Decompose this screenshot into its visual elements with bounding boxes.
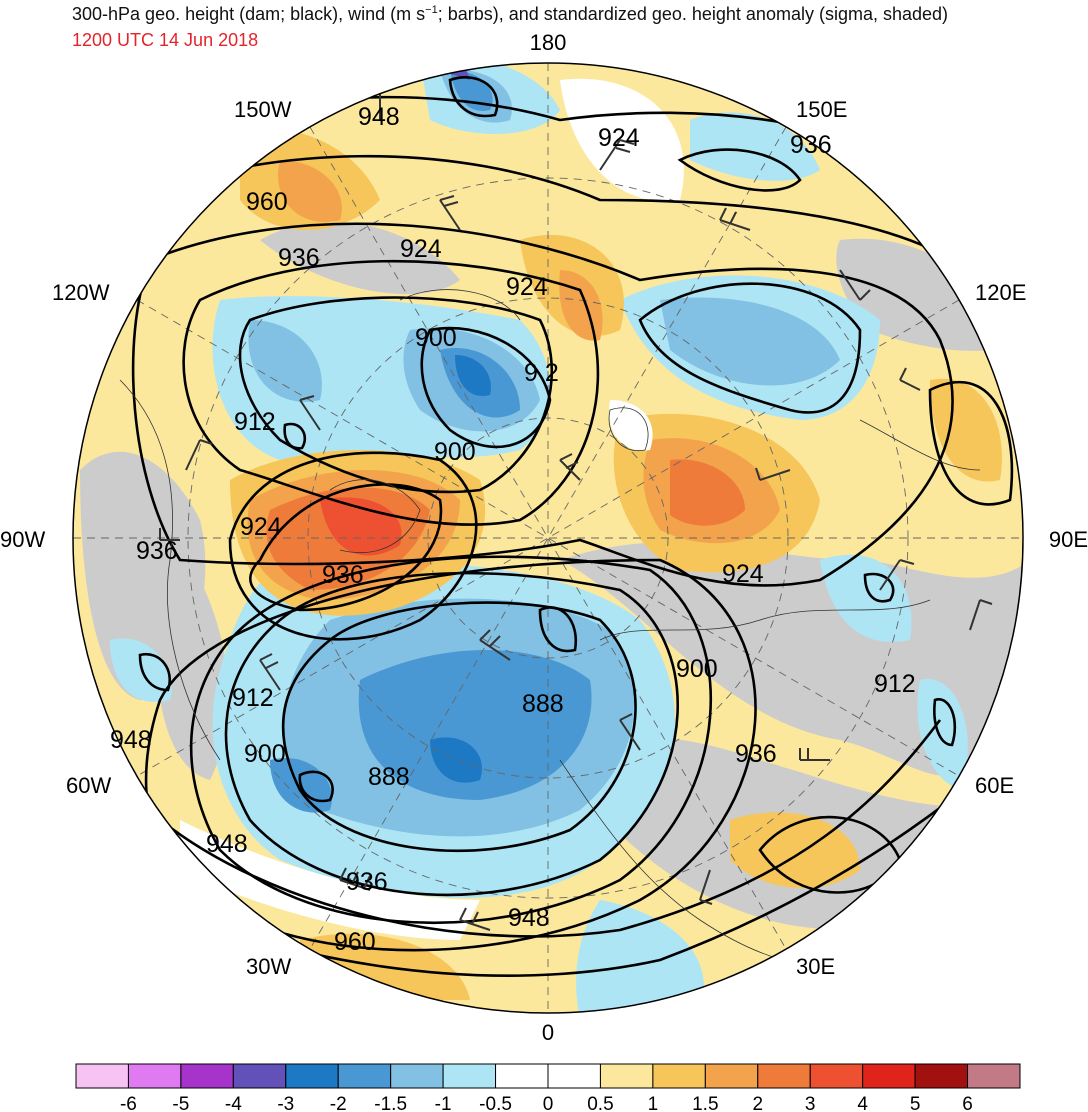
colorbar-box bbox=[337, 1063, 392, 1089]
colorbar-box bbox=[862, 1063, 916, 1089]
colorbar-box bbox=[442, 1063, 497, 1089]
lon-label-60w: 60W bbox=[66, 773, 111, 798]
colorbar-box bbox=[285, 1063, 339, 1089]
colorbar-tick-label: -1 bbox=[435, 1094, 452, 1112]
longitude-labels: 180 0 90W 90E 150W 150E 120W 120E 60W 60… bbox=[0, 30, 1088, 1045]
lon-label-90w: 90W bbox=[0, 527, 45, 552]
contour-label: 948 bbox=[206, 830, 248, 858]
title-exponent: −1 bbox=[425, 4, 438, 16]
contour-label: 900 bbox=[676, 655, 718, 683]
colorbar-box bbox=[547, 1063, 601, 1089]
contour-label: 960 bbox=[334, 928, 376, 956]
contour-label: 888 bbox=[522, 690, 564, 718]
colorbar-tick-label: 3 bbox=[805, 1094, 816, 1112]
colorbar-box bbox=[757, 1063, 811, 1089]
contour-label: 9 2 bbox=[524, 359, 559, 387]
map-boundary bbox=[72, 62, 1024, 1014]
colorbar-box bbox=[967, 1063, 1021, 1089]
coastlines bbox=[119, 289, 981, 969]
colorbar-box bbox=[495, 1063, 549, 1089]
lon-label-30e: 30E bbox=[796, 954, 835, 979]
contour-label: 960 bbox=[246, 188, 288, 216]
contour-label: 924 bbox=[598, 124, 640, 152]
colorbar-box bbox=[704, 1063, 759, 1089]
colorbar-tick-label: -2 bbox=[330, 1094, 347, 1112]
colorbar bbox=[75, 1063, 1021, 1089]
title-suffix: ; barbs), and standardized geo. height a… bbox=[437, 4, 949, 24]
contour-label: 900 bbox=[415, 324, 457, 352]
chart-title: 300-hPa geo. height (dam; black), wind (… bbox=[72, 4, 948, 25]
colorbar-tick-label: 5 bbox=[910, 1094, 921, 1112]
colorbar-tick-label: -5 bbox=[172, 1094, 189, 1112]
colorbar-box bbox=[652, 1063, 706, 1089]
colorbar-box bbox=[75, 1063, 129, 1089]
contour-label: 900 bbox=[434, 438, 476, 466]
valid-time: 1200 UTC 14 Jun 2018 bbox=[72, 30, 259, 50]
contour-label: 936 bbox=[346, 868, 388, 896]
colorbar-tick-label: -1.5 bbox=[374, 1094, 407, 1112]
colorbar-tick-label: 6 bbox=[962, 1094, 973, 1112]
colorbar-tick-label: -0.5 bbox=[479, 1094, 512, 1112]
title-prefix: 300-hPa geo. height (dam; black), wind (… bbox=[72, 4, 426, 24]
contour-label: 912 bbox=[874, 670, 916, 698]
contour-label: 936 bbox=[790, 131, 832, 159]
contour-label: 948 bbox=[358, 103, 400, 131]
contour-label: 888 bbox=[368, 763, 410, 791]
colorbar-box bbox=[180, 1063, 234, 1089]
contour-label: 900 bbox=[244, 740, 286, 768]
graticule bbox=[73, 63, 1023, 1013]
negative-anomaly-max bbox=[430, 355, 491, 783]
lon-label-150w: 150W bbox=[234, 97, 292, 122]
lon-label-0: 0 bbox=[542, 1020, 554, 1045]
contour-label: 924 bbox=[400, 235, 442, 263]
contour-label: 936 bbox=[278, 244, 320, 272]
colorbar-box bbox=[599, 1063, 654, 1089]
lon-label-150e: 150E bbox=[796, 97, 847, 122]
contour-label: 912 bbox=[234, 408, 276, 436]
colorbar-box bbox=[914, 1063, 969, 1089]
lon-label-60e: 60E bbox=[975, 773, 1014, 798]
contour-label: 912 bbox=[232, 684, 274, 712]
colorbar-tick-label: -3 bbox=[277, 1094, 294, 1112]
colorbar-tick-label: 1.5 bbox=[692, 1094, 718, 1112]
contour-label: 924 bbox=[722, 560, 764, 588]
contour-label: 936 bbox=[322, 561, 364, 589]
lon-label-30w: 30W bbox=[246, 954, 291, 979]
colorbar-tick-label: 0 bbox=[543, 1094, 554, 1112]
contour-label: 948 bbox=[110, 726, 152, 754]
colorbar-tick-label: 2 bbox=[752, 1094, 763, 1112]
lon-label-120e: 120E bbox=[975, 280, 1026, 305]
colorbar-tick-label: -4 bbox=[225, 1094, 242, 1112]
contour-label: 948 bbox=[508, 904, 550, 932]
colorbar-ticks: -6 -5 -4 -3 -2 -1.5 -1 -0.5 0 0.5 1 1.5 2 3 4 5 6 bbox=[120, 1094, 973, 1112]
contour-label: 924 bbox=[240, 513, 282, 541]
contour-label: 924 bbox=[506, 273, 548, 301]
wind-barbs bbox=[159, 73, 993, 931]
lon-label-180: 180 bbox=[530, 30, 567, 55]
colorbar-tick-label: 1 bbox=[648, 1094, 659, 1112]
contour-label: 936 bbox=[735, 740, 777, 768]
lon-label-120w: 120W bbox=[52, 280, 110, 305]
contour-label: 936 bbox=[136, 537, 178, 565]
colorbar-box bbox=[232, 1063, 287, 1089]
colorbar-tick-label: 0.5 bbox=[587, 1094, 613, 1112]
lon-label-90e: 90E bbox=[1049, 527, 1088, 552]
colorbar-box bbox=[127, 1063, 182, 1089]
contour-labels: 948 960 936 924 924 936 924 912 900 9 2 … bbox=[110, 103, 916, 956]
colorbar-box bbox=[809, 1063, 864, 1089]
colorbar-tick-label: -6 bbox=[120, 1094, 137, 1112]
colorbar-tick-label: 4 bbox=[857, 1094, 868, 1112]
colorbar-box bbox=[390, 1063, 444, 1089]
